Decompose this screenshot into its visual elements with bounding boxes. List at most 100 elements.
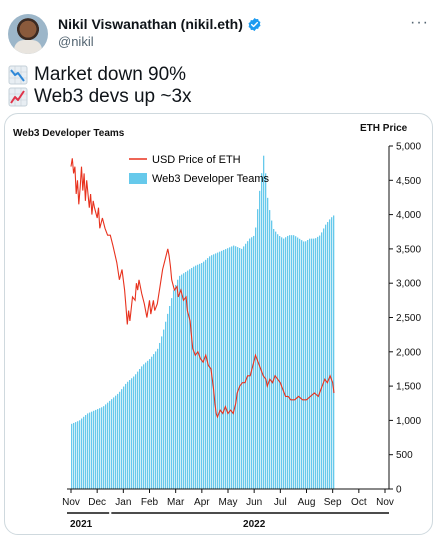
- dev-bar: [255, 227, 257, 489]
- author-handle[interactable]: @nikil: [58, 34, 94, 49]
- dev-bar: [289, 235, 291, 489]
- avatar[interactable]: [8, 14, 48, 54]
- x-tick-label: Mar: [167, 497, 185, 508]
- dev-bar: [243, 246, 245, 489]
- dev-bar: [133, 376, 135, 489]
- dev-bar: [207, 258, 209, 489]
- dev-bar: [259, 190, 261, 489]
- dev-bar: [225, 249, 227, 489]
- dev-bar: [305, 241, 307, 489]
- dev-bar: [267, 197, 269, 489]
- dev-bar: [161, 336, 163, 489]
- dev-bar: [221, 250, 223, 489]
- x-tick-label: Jun: [246, 497, 262, 508]
- chart-increasing-emoji-icon: [8, 87, 28, 107]
- dev-bar: [175, 284, 177, 489]
- dev-bar: [193, 266, 195, 489]
- dev-bar: [121, 389, 123, 489]
- y-tick-label: 4,500: [396, 176, 421, 187]
- dev-bar: [273, 228, 275, 489]
- dev-bar: [239, 247, 241, 489]
- dev-bar: [173, 290, 175, 489]
- dev-bar: [189, 269, 191, 489]
- tweet-line-1-text: Market down 90%: [34, 64, 187, 85]
- dev-bar: [181, 274, 183, 489]
- dev-bar: [103, 406, 105, 489]
- dev-bar: [203, 261, 205, 489]
- x-tick-label: Jan: [115, 497, 131, 508]
- dev-bar: [77, 421, 79, 489]
- x-tick-label: Dec: [88, 497, 106, 508]
- dev-bars: [71, 155, 335, 490]
- tweet-header: Nikil Viswanathan (nikil.eth) @nikil ···: [8, 12, 431, 56]
- chart-image-card[interactable]: Web3 Developer Teams ETH Price 0 500 1,000…: [4, 113, 433, 535]
- dev-bar: [315, 238, 317, 489]
- tweet-line-2: Web3 devs up ~3x: [8, 86, 192, 108]
- dev-bar: [301, 240, 303, 489]
- dev-bar: [81, 418, 83, 489]
- dev-bar: [75, 422, 77, 489]
- more-options-icon[interactable]: ···: [410, 14, 429, 31]
- dev-bar: [257, 209, 259, 489]
- x-tick-label: Aug: [298, 497, 316, 508]
- y-tick-label: 0: [396, 485, 402, 496]
- dev-bar: [157, 348, 159, 489]
- dev-bar: [241, 248, 243, 489]
- dev-bar: [143, 364, 145, 489]
- dev-bar: [209, 256, 211, 489]
- dev-bar: [265, 173, 267, 490]
- dev-bar: [309, 238, 311, 489]
- dev-bar: [139, 368, 141, 489]
- dev-bar: [281, 237, 283, 489]
- chart: Web3 Developer Teams ETH Price 0 500 1,000…: [13, 123, 421, 530]
- dev-bar: [153, 354, 155, 489]
- author-name-row[interactable]: Nikil Viswanathan (nikil.eth): [58, 16, 262, 32]
- dev-bar: [83, 416, 85, 489]
- dev-bar: [167, 313, 169, 489]
- x-tick-label: Feb: [141, 497, 159, 508]
- dev-bar: [237, 247, 239, 489]
- y-tick-label: 1,500: [396, 382, 421, 393]
- legend-dev-label: Web3 Developer Teams: [152, 173, 269, 185]
- dev-bar: [251, 237, 253, 489]
- dev-bar: [205, 259, 207, 489]
- dev-bar: [227, 248, 229, 489]
- dev-bar: [101, 407, 103, 489]
- right-y-axis: 0 500 1,000 1,500 2,000 2,500 3,000 3,500 4,000 4…: [388, 142, 421, 496]
- verified-badge-icon: [248, 17, 261, 31]
- dev-bar: [127, 381, 129, 489]
- dev-bar: [171, 298, 173, 489]
- dev-bar: [87, 413, 89, 489]
- legend-eth-label: USD Price of ETH: [152, 154, 241, 166]
- dev-bar: [279, 236, 281, 489]
- dev-bar: [271, 220, 273, 489]
- dev-bar: [333, 215, 335, 490]
- author-name[interactable]: Nikil Viswanathan (nikil.eth): [58, 16, 243, 32]
- dev-bar: [147, 360, 149, 489]
- dev-bar: [285, 237, 287, 489]
- dev-bar: [245, 243, 247, 489]
- dev-bar: [123, 386, 125, 489]
- chart-decreasing-emoji-icon: [8, 65, 28, 85]
- dev-bar: [107, 402, 109, 489]
- dev-bar: [325, 224, 327, 489]
- dev-bar: [195, 265, 197, 489]
- dev-bar: [185, 271, 187, 489]
- y-tick-label: 2,500: [396, 313, 421, 324]
- eth-price-line: [70, 158, 335, 419]
- dev-bar: [149, 359, 151, 489]
- dev-bar: [303, 241, 305, 489]
- y-tick-label: 1,000: [396, 416, 421, 427]
- chart-title-left: Web3 Developer Teams: [13, 128, 125, 139]
- dev-bar: [99, 408, 101, 489]
- tweet-line-1: Market down 90%: [8, 64, 186, 86]
- dev-bar: [293, 235, 295, 489]
- dev-bar: [165, 321, 167, 489]
- dev-bar: [295, 236, 297, 489]
- dev-bar: [71, 423, 73, 489]
- x-axis: Nov Dec Jan Feb Mar Apr May Jun Jul Aug Sep Oct Nov 2…: [62, 488, 394, 530]
- dev-bar: [327, 222, 329, 489]
- dev-bar: [223, 249, 225, 489]
- dev-bar: [129, 380, 131, 489]
- dev-bar: [125, 383, 127, 489]
